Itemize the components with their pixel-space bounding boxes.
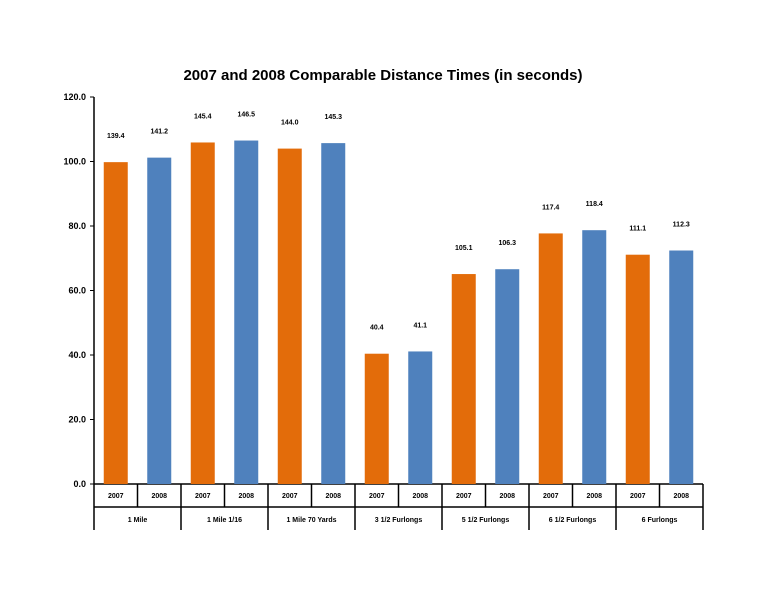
x-year-label: 2007 <box>456 493 472 500</box>
data-label: 105.1 <box>455 245 473 252</box>
x-year-label: 2007 <box>108 493 124 500</box>
y-tick-label: 100.0 <box>63 157 86 167</box>
data-label: 118.4 <box>586 201 603 208</box>
x-year-label: 2007 <box>630 493 646 500</box>
data-label: 145.4 <box>194 113 212 120</box>
bar-2008-5 <box>495 269 520 484</box>
data-label: 106.3 <box>498 240 516 247</box>
data-label: 41.1 <box>413 322 427 329</box>
x-category-label: 1 Mile 70 Yards <box>286 517 336 524</box>
bar-2008-6 <box>582 230 607 484</box>
y-tick-label: 40.0 <box>68 350 86 360</box>
data-label: 111.1 <box>629 226 646 233</box>
bar-2008-2 <box>234 140 259 484</box>
x-year-label: 2008 <box>325 493 341 500</box>
x-year-label: 2007 <box>282 493 298 500</box>
data-label: 146.5 <box>237 112 255 119</box>
x-category-label: 1 Mile <box>128 517 148 524</box>
x-year-label: 2007 <box>543 493 559 500</box>
bar-2007-6 <box>538 233 563 484</box>
data-label: 139.4 <box>107 133 125 140</box>
bar-2007-1 <box>103 162 128 484</box>
chart-title: 2007 and 2008 Comparable Distance Times … <box>183 67 582 84</box>
data-label: 144.0 <box>281 120 299 127</box>
bar-2007-7 <box>625 254 650 484</box>
x-year-label: 2008 <box>412 493 428 500</box>
chart-plot-area: 0.0 20.0 40.0 60.0 80.0 100.0 120.0 139.4 145.4 1… <box>63 92 704 530</box>
bar-2008-4 <box>408 351 433 484</box>
bar-2008-7 <box>669 250 694 484</box>
bar-2007-3 <box>277 148 302 484</box>
data-label: 141.2 <box>150 129 168 136</box>
y-tick-label: 120.0 <box>63 92 86 102</box>
bar-2007-5 <box>451 274 476 484</box>
x-year-label: 2008 <box>586 493 602 500</box>
x-year-label: 2008 <box>151 493 167 500</box>
x-category-label: 6 Furlongs <box>642 517 678 524</box>
x-category-label: 5 1/2 Furlongs <box>462 517 510 524</box>
x-category-label: 1 Mile 1/16 <box>207 517 242 524</box>
x-year-label: 2008 <box>499 493 515 500</box>
y-tick-label: 0.0 <box>73 479 86 489</box>
data-label: 40.4 <box>370 325 384 332</box>
x-category-label: 6 1/2 Furlongs <box>549 517 597 524</box>
data-label: 145.3 <box>324 114 342 121</box>
data-label: 117.4 <box>542 204 559 211</box>
data-label: 112.3 <box>673 222 690 229</box>
bar-2007-4 <box>364 353 389 484</box>
bar-2008-1 <box>147 157 172 484</box>
x-year-label: 2007 <box>195 493 211 500</box>
y-tick-label: 80.0 <box>68 221 86 231</box>
bar-2008-3 <box>321 143 346 484</box>
x-year-label: 2007 <box>369 493 385 500</box>
x-year-label: 2008 <box>673 493 689 500</box>
x-year-label: 2008 <box>238 493 254 500</box>
x-category-label: 3 1/2 Furlongs <box>375 517 423 524</box>
bar-2007-2 <box>190 142 215 484</box>
y-tick-label: 60.0 <box>68 286 86 296</box>
y-tick-label: 20.0 <box>68 415 86 425</box>
